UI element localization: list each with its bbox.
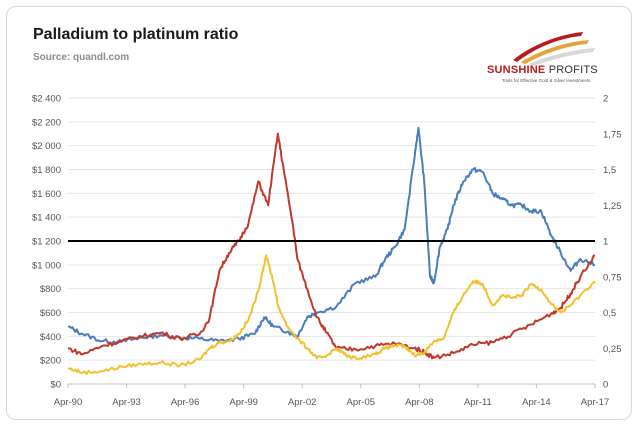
x-tick-label: Apr-11 xyxy=(464,397,492,408)
y-left-tick-label: $0 xyxy=(50,380,61,391)
x-tick-label: Apr-08 xyxy=(405,397,434,408)
chart-title: Palladium to platinum ratio xyxy=(33,26,239,43)
series-lines xyxy=(67,126,596,375)
x-tick-label: Apr-17 xyxy=(581,397,610,408)
x-tick-label: Apr-96 xyxy=(171,397,200,408)
x-axis-ticks: Apr-90 Apr-93 Apr-96 Apr-99 Apr-02 Apr-05 Apr-… xyxy=(54,383,610,408)
y-right-tick-label: 0,5 xyxy=(603,308,616,319)
x-tick-label: Apr-02 xyxy=(288,397,317,408)
y-left-tick-label: $1 200 xyxy=(32,237,61,248)
y-left-tick-label: $1 800 xyxy=(32,165,61,176)
x-tick-label: Apr-05 xyxy=(347,397,376,408)
chart-card xyxy=(6,6,632,420)
y-left-tick-label: $400 xyxy=(40,332,61,343)
sunshine-profits-logo-icon xyxy=(513,32,595,66)
x-tick-label: Apr-14 xyxy=(522,397,551,408)
y-right-tick-label: 1,5 xyxy=(603,165,616,176)
left-axis-ticks: $2 400 $2 200 $2 000 $1 800 $1 600 $1 400 $1 2… xyxy=(32,94,61,391)
y-right-tick-label: 1,75 xyxy=(603,129,622,140)
x-tick-label: Apr-90 xyxy=(54,397,83,408)
x-tick-label: Apr-99 xyxy=(229,397,258,408)
y-right-tick-label: 2 xyxy=(603,94,608,105)
y-left-tick-label: $1 600 xyxy=(32,189,61,200)
y-left-tick-label: $600 xyxy=(40,308,61,319)
y-right-tick-label: 0,25 xyxy=(603,344,622,355)
y-left-tick-label: $1 400 xyxy=(32,213,61,224)
y-right-tick-label: 0,75 xyxy=(603,272,622,283)
y-right-tick-label: 1 xyxy=(603,237,608,248)
y-right-tick-label: 1,25 xyxy=(603,201,622,212)
chart-source: Source: quandl.com xyxy=(33,52,130,63)
y-left-tick-label: $800 xyxy=(40,284,61,295)
y-left-tick-label: $2 400 xyxy=(32,94,61,105)
right-axis-ticks: 2 1,75 1,5 1,25 1 0,75 0,5 0,25 0 xyxy=(603,94,622,391)
logo-tagline: Tools for Effective Gold & Silver Invest… xyxy=(502,78,591,83)
y-left-tick-label: $2 200 xyxy=(32,117,61,128)
series-line xyxy=(67,254,596,375)
x-tick-label: Apr-93 xyxy=(112,397,141,408)
y-right-tick-label: 0 xyxy=(603,380,608,391)
series-line xyxy=(67,132,596,360)
logo-name: SUNSHINE PROFITS xyxy=(487,64,598,76)
y-left-tick-label: $1 000 xyxy=(32,260,61,271)
y-left-tick-label: $2 000 xyxy=(32,141,61,152)
y-left-tick-label: $200 xyxy=(40,356,61,367)
series-line xyxy=(67,126,596,345)
